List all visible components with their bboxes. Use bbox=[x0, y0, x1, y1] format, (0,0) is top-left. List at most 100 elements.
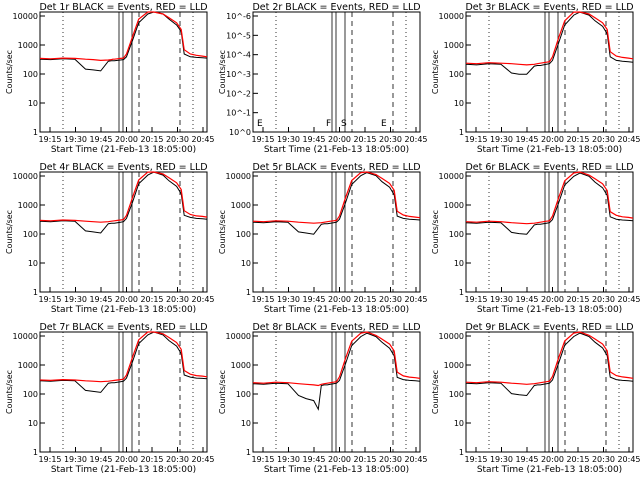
ytick-label-7-2: 100 bbox=[23, 390, 38, 399]
xtick-label-3-2: 19:45 bbox=[515, 135, 538, 144]
ytick-label-3-1: 10 bbox=[454, 99, 464, 108]
xlabel-9: Start Time (21-Feb-13 18:05:00) bbox=[477, 465, 622, 475]
xtick-label-6-2: 19:45 bbox=[515, 295, 538, 304]
xtick-label-9-4: 20:15 bbox=[566, 455, 589, 464]
xtick-label-1-1: 19:30 bbox=[64, 135, 87, 144]
ytick-label-6-0: 1 bbox=[459, 288, 464, 297]
xtick-label-6-0: 19:15 bbox=[464, 295, 487, 304]
xtick-label-4-0: 19:15 bbox=[38, 295, 61, 304]
xtick-label-9-3: 20:00 bbox=[541, 455, 564, 464]
xtick-label-8-2: 19:45 bbox=[302, 455, 325, 464]
xtick-label-1-5: 20:30 bbox=[166, 135, 189, 144]
plot-frame-6 bbox=[465, 171, 634, 293]
plot-title-7: Det 7r BLACK = Events, RED = LLD bbox=[39, 322, 207, 333]
xtick-label-9-1: 19:30 bbox=[490, 455, 513, 464]
plot-frame-1 bbox=[39, 11, 208, 133]
xtick-label-2-0: 19:15 bbox=[251, 135, 274, 144]
xlabel-5: Start Time (21-Feb-13 18:05:00) bbox=[264, 305, 409, 315]
xtick-label-7-3: 20:00 bbox=[115, 455, 138, 464]
ytick-label-9-4: 10000 bbox=[439, 332, 464, 341]
ytick-label-4-0: 1 bbox=[33, 288, 38, 297]
xtick-label-5-2: 19:45 bbox=[302, 295, 325, 304]
ylabel-1: Counts/sec bbox=[5, 50, 14, 94]
xtick-label-6-3: 20:00 bbox=[541, 295, 564, 304]
xtick-label-7-0: 19:15 bbox=[38, 455, 61, 464]
xtick-label-4-1: 19:30 bbox=[64, 295, 87, 304]
ytick-label-3-2: 100 bbox=[449, 70, 464, 79]
xtick-label-1-2: 19:45 bbox=[89, 135, 112, 144]
xtick-label-9-2: 19:45 bbox=[515, 455, 538, 464]
ytick-label-4-3: 1000 bbox=[18, 201, 38, 210]
series-events-5 bbox=[252, 172, 421, 235]
plot-title-5: Det 5r BLACK = Events, RED = LLD bbox=[252, 162, 420, 173]
series-lld-8 bbox=[252, 331, 421, 387]
ylabel-9: Counts/sec bbox=[431, 370, 440, 414]
xlabel-6: Start Time (21-Feb-13 18:05:00) bbox=[477, 305, 622, 315]
ylabel-7: Counts/sec bbox=[5, 370, 14, 414]
xtick-label-3-6: 20:45 bbox=[617, 135, 640, 144]
xtick-label-7-4: 20:15 bbox=[140, 455, 163, 464]
ylabel-6: Counts/sec bbox=[431, 210, 440, 254]
marker-left: E bbox=[257, 119, 263, 129]
ytick-label-1-2: 100 bbox=[23, 70, 38, 79]
xtick-label-1-4: 20:15 bbox=[140, 135, 163, 144]
series-lld-3 bbox=[465, 11, 634, 66]
plot-title-8: Det 8r BLACK = Events, RED = LLD bbox=[252, 322, 420, 333]
series-lld-7 bbox=[39, 331, 208, 383]
series-lld-9 bbox=[465, 331, 634, 385]
xtick-label-5-4: 20:15 bbox=[353, 295, 376, 304]
plot-title-9: Det 9r BLACK = Events, RED = LLD bbox=[465, 322, 633, 333]
ytick-label-3-4: 10000 bbox=[439, 12, 464, 21]
ytick-label-8-1: 10 bbox=[241, 419, 251, 428]
ytick-label-9-0: 1 bbox=[459, 448, 464, 457]
xtick-label-8-1: 19:30 bbox=[277, 455, 300, 464]
series-events-8 bbox=[252, 332, 421, 411]
xlabel-8: Start Time (21-Feb-13 18:05:00) bbox=[264, 465, 409, 475]
ytick-label-9-2: 100 bbox=[449, 390, 464, 399]
xtick-label-1-3: 20:00 bbox=[115, 135, 138, 144]
xtick-label-6-5: 20:30 bbox=[592, 295, 615, 304]
ytick-label-3-0: 1 bbox=[459, 128, 464, 137]
plot-frame-3 bbox=[465, 11, 634, 133]
xtick-label-1-0: 19:15 bbox=[38, 135, 61, 144]
series-lld-5 bbox=[252, 171, 421, 224]
ytick-label-1-1: 10 bbox=[28, 99, 38, 108]
xtick-label-2-1: 19:30 bbox=[277, 135, 300, 144]
xtick-label-3-0: 19:15 bbox=[464, 135, 487, 144]
xtick-label-6-4: 20:15 bbox=[566, 295, 589, 304]
xtick-label-8-4: 20:15 bbox=[353, 455, 376, 464]
ytick-label-2-5: 10^-5 bbox=[226, 31, 251, 40]
ytick-label-8-4: 10000 bbox=[226, 332, 251, 341]
ytick-label-1-0: 1 bbox=[33, 128, 38, 137]
xtick-label-3-1: 19:30 bbox=[490, 135, 513, 144]
plot-frame-8 bbox=[252, 331, 421, 453]
xtick-label-8-3: 20:00 bbox=[328, 455, 351, 464]
xtick-label-6-1: 19:30 bbox=[490, 295, 513, 304]
ytick-label-4-1: 10 bbox=[28, 259, 38, 268]
xtick-label-1-6: 20:45 bbox=[191, 135, 214, 144]
xtick-label-4-3: 20:00 bbox=[115, 295, 138, 304]
ylabel-3: Counts/sec bbox=[431, 50, 440, 94]
ytick-label-4-2: 100 bbox=[23, 230, 38, 239]
ytick-label-2-1: 10^-1 bbox=[226, 109, 251, 118]
xtick-label-9-6: 20:45 bbox=[617, 455, 640, 464]
xtick-label-8-5: 20:30 bbox=[379, 455, 402, 464]
plot-title-6: Det 6r BLACK = Events, RED = LLD bbox=[465, 162, 633, 173]
ytick-label-7-0: 1 bbox=[33, 448, 38, 457]
series-events-6 bbox=[465, 172, 634, 235]
xtick-label-3-4: 20:15 bbox=[566, 135, 589, 144]
ytick-label-8-0: 1 bbox=[246, 448, 251, 457]
ylabel-2: Counts/sec bbox=[218, 50, 227, 94]
ytick-label-5-2: 100 bbox=[236, 230, 251, 239]
xtick-label-3-5: 20:30 bbox=[592, 135, 615, 144]
xtick-label-8-0: 19:15 bbox=[251, 455, 274, 464]
xlabel-2: Start Time (21-Feb-13 18:05:00) bbox=[264, 145, 409, 155]
marker-F: F bbox=[326, 119, 331, 129]
ytick-label-2-6: 10^-6 bbox=[226, 12, 251, 21]
xtick-label-6-6: 20:45 bbox=[617, 295, 640, 304]
ytick-label-8-3: 1000 bbox=[231, 361, 251, 370]
ytick-label-9-3: 1000 bbox=[444, 361, 464, 370]
ytick-label-6-1: 10 bbox=[454, 259, 464, 268]
plot-title-4: Det 4r BLACK = Events, RED = LLD bbox=[39, 162, 207, 173]
marker-E: E bbox=[381, 119, 387, 129]
